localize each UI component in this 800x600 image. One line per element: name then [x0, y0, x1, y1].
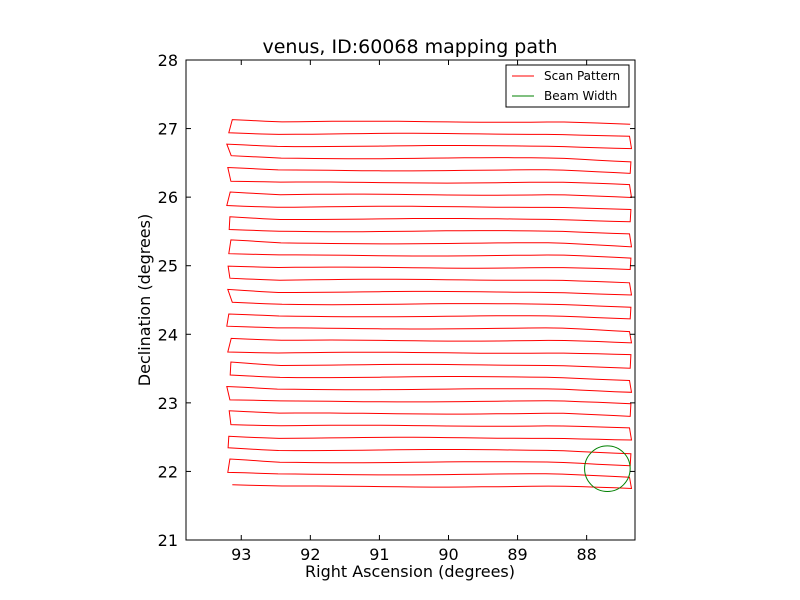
y-tick-label: 24 [158, 325, 178, 344]
x-tick-label: 92 [300, 545, 320, 564]
legend-box [505, 64, 630, 108]
y-tick-label: 21 [158, 531, 178, 550]
y-tick-label: 25 [158, 257, 178, 276]
legend-scan-pattern-label: Scan Pattern [544, 69, 620, 83]
x-tick-label: 90 [438, 545, 458, 564]
plot-area [186, 60, 635, 540]
y-axis-title: Declination (degrees) [135, 214, 154, 386]
legend: Scan Pattern Beam Width [505, 64, 630, 108]
x-tick-label: 88 [576, 545, 596, 564]
plot-frame [185, 59, 636, 541]
scan-pattern-line [226, 119, 633, 490]
x-tick-label: 89 [507, 545, 527, 564]
y-tick-label: 27 [158, 120, 178, 139]
y-tick-label: 26 [158, 188, 178, 207]
beam-width-circle [584, 445, 631, 492]
y-tick-label: 28 [158, 51, 178, 70]
y-tick-label: 22 [158, 462, 178, 481]
x-tick-label: 93 [231, 545, 251, 564]
x-tick-label: 91 [369, 545, 389, 564]
x-axis-ticks: 93 92 91 90 89 88 [231, 60, 597, 564]
legend-beam-width-label: Beam Width [544, 89, 617, 103]
y-tick-label: 23 [158, 394, 178, 413]
y-axis-ticks: 21 22 23 24 25 26 27 28 [158, 51, 635, 550]
chart-title: venus, ID:60068 mapping path [262, 36, 557, 58]
plot-paths [226, 119, 633, 492]
x-axis-title: Right Ascension (degrees) [305, 562, 515, 581]
